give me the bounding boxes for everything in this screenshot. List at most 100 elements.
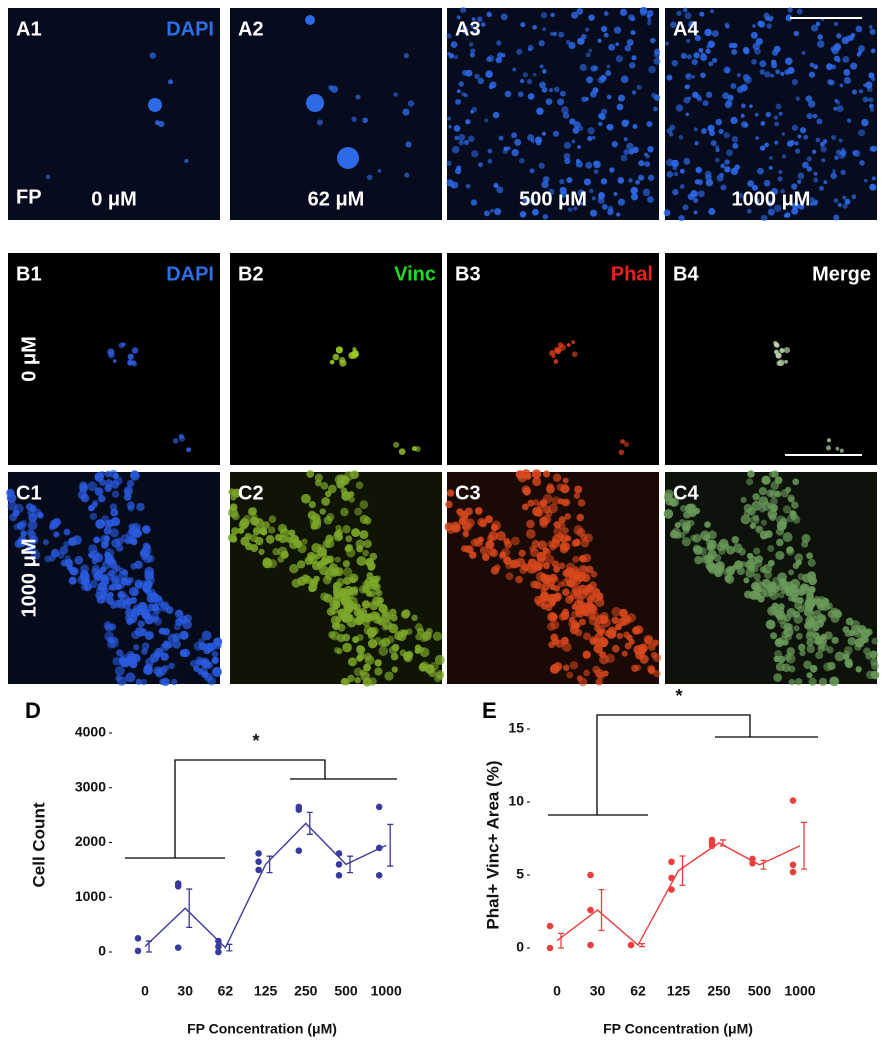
cell: [127, 653, 137, 663]
x-tick-label: 0: [553, 983, 561, 999]
cell: [197, 638, 205, 645]
cell: [803, 134, 809, 140]
cell: [495, 56, 503, 64]
cell: [500, 13, 508, 21]
cell: [559, 186, 567, 195]
error-bar: [558, 932, 564, 949]
cell: [534, 508, 544, 517]
cell: [815, 137, 821, 143]
cell: [580, 201, 584, 206]
data-point: [789, 868, 797, 876]
cell: [562, 664, 570, 672]
cell: [834, 651, 845, 662]
cell: [708, 207, 716, 216]
cell: [830, 172, 837, 180]
cell: [780, 585, 790, 595]
cell: [131, 347, 139, 354]
cell: [514, 138, 522, 146]
cell: [377, 168, 382, 173]
cell: [751, 58, 757, 65]
cell: [806, 592, 814, 601]
cell: [623, 441, 630, 448]
cell: [363, 663, 371, 672]
y-tick-label: 2000: [75, 833, 106, 849]
cell: [324, 490, 332, 498]
cell: [289, 540, 299, 550]
cell: [591, 135, 596, 140]
cell: [818, 677, 828, 687]
cell: [407, 100, 415, 107]
cell: [288, 529, 296, 537]
cell: [306, 470, 315, 478]
cell: [779, 517, 788, 526]
cell: [343, 576, 352, 585]
panel-label: A2: [238, 18, 264, 40]
cell: [592, 160, 599, 167]
cell: [572, 566, 580, 573]
cell: [743, 503, 753, 513]
cell: [623, 137, 628, 142]
cell: [123, 493, 132, 501]
cell: [580, 539, 590, 548]
cell: [836, 33, 842, 39]
cell: [837, 202, 842, 208]
cell: [758, 20, 766, 28]
cell: [388, 645, 398, 655]
cell: [623, 615, 632, 624]
cell: [493, 208, 502, 216]
cell: [832, 169, 836, 173]
cell: [268, 515, 277, 523]
cell: [815, 651, 824, 660]
concentration-label: 0 μM: [91, 188, 137, 210]
cell: [781, 132, 786, 136]
cell: [142, 525, 151, 534]
cell: [543, 470, 551, 478]
cell: [446, 489, 455, 497]
cell: [600, 617, 608, 624]
cell: [848, 629, 856, 637]
cell: [804, 622, 812, 630]
cell: [811, 24, 819, 32]
cell: [573, 492, 581, 500]
cell: [675, 104, 684, 112]
cell: [340, 507, 349, 517]
cell: [326, 513, 335, 522]
cell: [571, 351, 578, 358]
channel-label: Merge: [812, 263, 871, 285]
cell: [781, 663, 791, 673]
cell: [773, 340, 778, 345]
data-point: [789, 861, 797, 869]
cell: [178, 433, 184, 440]
x-tick-label: 500: [748, 983, 772, 999]
panel-letter: E: [482, 698, 497, 723]
cell: [347, 657, 357, 667]
panel-label: A4: [673, 18, 699, 40]
cell: [603, 11, 609, 16]
cell: [456, 508, 464, 516]
cell: [91, 567, 101, 577]
cell: [780, 71, 785, 77]
cell: [621, 119, 629, 127]
cell: [506, 146, 511, 151]
cell: [778, 169, 783, 175]
cell: [355, 539, 365, 549]
cell: [704, 521, 711, 528]
cell: [135, 678, 142, 685]
cell: [414, 647, 421, 654]
cell: [652, 653, 662, 663]
cell: [496, 531, 506, 541]
cell: [527, 93, 535, 100]
cell: [718, 538, 729, 549]
cell: [550, 613, 558, 621]
cell: [531, 539, 540, 548]
cell: [405, 141, 412, 148]
cell: [681, 522, 692, 532]
cell: [569, 661, 579, 670]
cell: [112, 656, 122, 666]
cell: [141, 642, 150, 650]
cell: [66, 564, 73, 571]
cell: [464, 507, 473, 516]
cell: [463, 93, 468, 98]
cell: [806, 638, 814, 647]
cell: [351, 528, 361, 538]
